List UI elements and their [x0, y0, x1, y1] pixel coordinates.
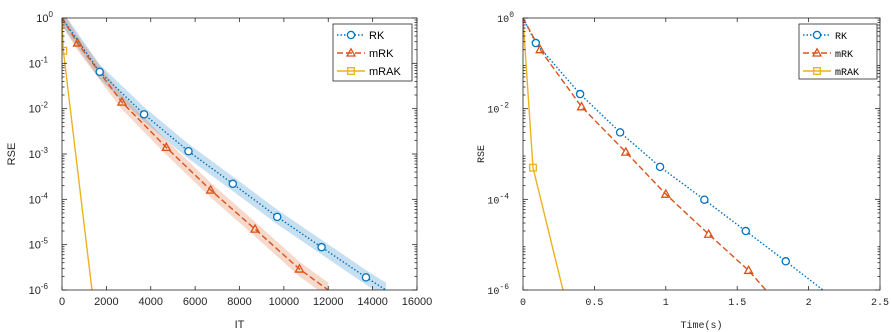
- y-tick-label: 100: [497, 11, 514, 26]
- x-tick-label: 2.5: [871, 298, 889, 309]
- plot-area: [62, 18, 387, 290]
- legend-marker-RK: [812, 30, 822, 40]
- series-line-mRK: [523, 18, 767, 290]
- marker-mRK: [72, 37, 83, 47]
- marker-RK: [228, 179, 238, 189]
- x-tick-label: 1: [663, 298, 669, 309]
- marker-RK: [615, 128, 625, 137]
- marker-RK: [700, 195, 709, 204]
- chart-1: 0 2000 4000 6000 8000 10000 12000 14000 16000 100…: [6, 10, 432, 331]
- marker-mRK: [743, 264, 754, 275]
- x-tick-label: 0.5: [585, 298, 603, 309]
- y-tick-label: 10-2: [29, 101, 49, 116]
- legend-box: [798, 23, 878, 80]
- marker-mRAK: [529, 163, 537, 172]
- marker-mRK: [249, 223, 261, 233]
- x-tick-label: 0: [59, 296, 65, 308]
- legend: RK mRK mRAK: [798, 23, 878, 80]
- x-tick-label: 14000: [357, 296, 388, 308]
- legend-label: mRAK: [369, 66, 401, 78]
- plot-frame: [522, 17, 881, 291]
- marker-RK: [741, 226, 751, 236]
- x-tick-label: 0: [520, 298, 526, 309]
- y-tick-label: 100: [36, 10, 53, 25]
- legend-label: RK: [835, 32, 847, 43]
- marker-RK: [272, 212, 282, 222]
- marker-mRK: [703, 228, 714, 238]
- marker-mRK: [161, 141, 172, 152]
- x-tick-label: 1.5: [728, 298, 746, 309]
- x-axis-label: Time(s): [680, 320, 722, 332]
- y-tick-label: 10-1: [29, 55, 49, 70]
- y-tick-label: 10-6: [487, 283, 509, 298]
- series-line-RK: [523, 18, 824, 290]
- series-line-mRAK: [523, 18, 564, 290]
- y-tick-label: 10-4: [29, 191, 49, 206]
- x-tick-label: 2000: [94, 296, 118, 308]
- y-tick-label: 10-6: [29, 282, 49, 297]
- legend-label: mRK: [369, 48, 394, 60]
- legend-label: mRAK: [835, 68, 859, 79]
- x-tick-label: 4000: [139, 296, 163, 308]
- x-tick-label: 10000: [269, 296, 300, 308]
- marker-mRK: [294, 263, 305, 273]
- marker-RK: [531, 38, 541, 48]
- marker-RK: [781, 257, 791, 266]
- marker-mRK: [576, 101, 587, 111]
- marker-RK: [184, 146, 193, 156]
- x-tick-label: 8000: [227, 296, 251, 308]
- legend-marker-mRAK: [813, 67, 821, 75]
- x-tick-label: 6000: [183, 296, 207, 308]
- marker-mRK: [116, 96, 128, 106]
- y-axis-label: RSE: [477, 145, 488, 163]
- legend-marker-mRK: [811, 47, 823, 57]
- y-tick-label: 10-4: [487, 192, 509, 207]
- marker-mRK: [660, 188, 671, 198]
- series-band-RK: [62, 18, 386, 290]
- marker-RK: [361, 273, 371, 282]
- plot-area: [523, 18, 824, 290]
- x-axis-label: IT: [235, 319, 245, 331]
- legend-label: RK: [369, 30, 385, 42]
- marker-RK: [139, 110, 149, 119]
- x-tick-label: 2: [806, 298, 812, 309]
- marker-mRK: [535, 44, 546, 54]
- legend-marker-mRAK: [347, 67, 355, 75]
- legend-marker-mRK: [345, 47, 357, 57]
- chart-2: 0 0.5 1 1.5 2 2.5 100 10-2 10-4 10-6 Time(s) RSE RK m…: [477, 11, 889, 332]
- legend-label: mRK: [835, 50, 853, 61]
- marker-RK: [95, 67, 104, 77]
- marker-mRAK: [62, 46, 68, 55]
- marker-RK: [655, 162, 665, 172]
- y-tick-label: 10-2: [487, 102, 509, 117]
- x-tick-label: 16000: [402, 296, 433, 308]
- marker-RK: [317, 242, 326, 252]
- y-axis-label: RSE: [6, 143, 18, 166]
- marker-mRK: [205, 184, 216, 194]
- y-tick-label: 10-5: [29, 237, 49, 252]
- y-tick-label: 10-3: [29, 146, 49, 161]
- x-tick-label: 12000: [313, 296, 344, 308]
- legend-marker-RK: [346, 30, 356, 40]
- marker-RK: [575, 89, 585, 99]
- series-line-mRAK: [62, 18, 93, 290]
- marker-mRK: [620, 146, 631, 156]
- series-line-mRK: [62, 18, 329, 290]
- legend: RK mRK mRAK: [332, 23, 413, 82]
